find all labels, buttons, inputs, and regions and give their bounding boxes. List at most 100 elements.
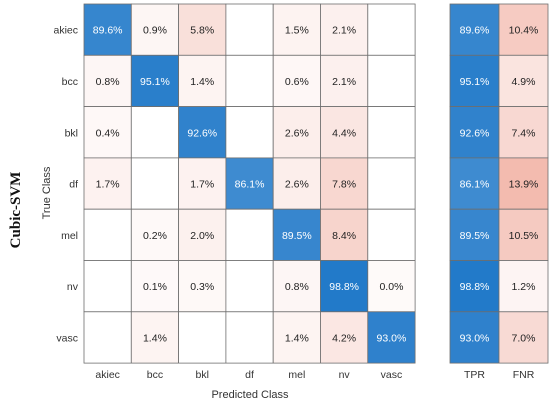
matrix-cell — [367, 311, 416, 364]
matrix-cell — [367, 54, 416, 107]
cell-value-label: 1.4% — [190, 76, 214, 88]
fnr-value-label: 13.9% — [509, 179, 539, 191]
y-tick-label: akiec — [53, 25, 78, 37]
cell-value-label: 2.6% — [285, 127, 309, 139]
fnr-value-label: 7.4% — [512, 127, 536, 139]
matrix-cell — [367, 260, 416, 313]
cell-value-label: 4.4% — [332, 127, 356, 139]
summary-column-label: FNR — [513, 369, 535, 381]
cell-value-label: 0.1% — [143, 281, 167, 293]
cell-value-label: 92.6% — [187, 127, 217, 139]
matrix-cell — [320, 54, 369, 107]
fnr-value-label: 10.4% — [509, 25, 539, 37]
matrix-cell — [178, 260, 227, 313]
matrix-cell — [320, 311, 369, 364]
x-axis-label: Predicted Class — [211, 389, 289, 401]
matrix-cell — [367, 157, 416, 210]
matrix-cell — [130, 3, 180, 56]
cell-value-label: 8.4% — [332, 230, 356, 242]
cell-value-label: 0.3% — [190, 281, 214, 293]
tpr-value-label: 98.8% — [460, 281, 490, 293]
tpr-cell — [449, 311, 500, 364]
tpr-cell — [449, 106, 500, 159]
cell-value-label: 1.7% — [96, 179, 120, 191]
cell-value-label: 4.2% — [332, 332, 356, 344]
summary-matrix: 89.6% 10.4% 95.1% 4.9% 92.6% 7.4% 86.1% 13.9% 89… — [449, 3, 549, 381]
tpr-value-label: 89.6% — [460, 25, 490, 37]
x-tick-label: akiec — [95, 369, 120, 381]
matrix-cell — [130, 157, 180, 210]
y-tick-label: nv — [67, 281, 79, 293]
x-tick-label: mel — [288, 369, 305, 381]
cell-value-label: 0.9% — [143, 25, 167, 37]
cell-value-label: 0.8% — [96, 76, 120, 88]
y-tick-label: bkl — [65, 127, 78, 139]
x-tick-label: vasc — [381, 369, 403, 381]
matrix-cell — [83, 3, 132, 56]
y-tick-label: bcc — [62, 76, 78, 88]
y-tick-label: vasc — [56, 332, 78, 344]
cell-value-label: 93.0% — [377, 332, 407, 344]
fnr-value-label: 4.9% — [512, 76, 536, 88]
tpr-value-label: 86.1% — [460, 179, 490, 191]
fnr-cell — [498, 260, 549, 313]
matrix-cell — [225, 3, 274, 56]
y-tick-label: df — [69, 179, 78, 191]
x-tick-label: bkl — [196, 369, 209, 381]
matrix-cell — [130, 208, 180, 261]
matrix-cell — [225, 208, 274, 261]
matrix-cell — [320, 208, 369, 261]
cell-value-label: 2.0% — [190, 230, 214, 242]
cell-value-label: 5.8% — [190, 25, 214, 37]
tpr-value-label: 89.5% — [460, 230, 490, 242]
cell-value-label: 0.8% — [285, 281, 309, 293]
fnr-value-label: 10.5% — [509, 230, 539, 242]
summary-column-label: TPR — [464, 369, 485, 381]
cell-value-label: 1.4% — [143, 332, 167, 344]
cell-value-label: 89.6% — [93, 25, 123, 37]
matrix-cell — [83, 311, 132, 364]
cell-value-label: 0.2% — [143, 230, 167, 242]
matrix-cell — [272, 208, 321, 261]
x-tick-label: bcc — [147, 369, 163, 381]
matrix-cell — [225, 311, 274, 364]
cell-value-label: 0.4% — [96, 127, 120, 139]
cell-value-label: 95.1% — [140, 76, 170, 88]
cell-value-label: 0.6% — [285, 76, 309, 88]
cell-value-label: 1.5% — [285, 25, 309, 37]
cell-value-label: 98.8% — [329, 281, 359, 293]
matrix-cell — [178, 208, 227, 261]
confusion-matrix: 89.6% 0.9% 5.8% 1.5% 2.1% 0.8% 95.1% 1.4% 0.6% 2.… — [53, 3, 416, 381]
cell-value-label: 2.1% — [332, 76, 356, 88]
matrix-cell — [83, 208, 132, 261]
matrix-cell — [225, 106, 274, 159]
matrix-cell — [320, 260, 369, 313]
cell-value-label: 2.6% — [285, 179, 309, 191]
cell-value-label: 1.7% — [190, 179, 214, 191]
matrix-cell — [320, 106, 369, 159]
x-tick-label: nv — [339, 369, 351, 381]
matrix-cell — [130, 311, 180, 364]
cell-value-label: 2.1% — [332, 25, 356, 37]
matrix-cell — [225, 54, 274, 107]
matrix-cell — [225, 157, 274, 210]
tpr-value-label: 93.0% — [460, 332, 490, 344]
fnr-cell — [498, 311, 549, 364]
matrix-cell — [225, 260, 274, 313]
matrix-cell — [83, 54, 132, 107]
tpr-value-label: 95.1% — [460, 76, 490, 88]
tpr-value-label: 92.6% — [460, 127, 490, 139]
matrix-cell — [178, 3, 227, 56]
tpr-cell — [449, 157, 500, 210]
matrix-cell — [367, 3, 416, 56]
fnr-cell — [498, 208, 549, 261]
fnr-cell — [498, 157, 549, 210]
fnr-value-label: 7.0% — [512, 332, 536, 344]
matrix-cell — [367, 208, 416, 261]
y-axis-label: True Class — [41, 166, 53, 219]
matrix-cell — [178, 311, 227, 364]
matrix-cell — [272, 157, 321, 210]
y-tick-label: mel — [61, 230, 78, 242]
fnr-cell — [498, 54, 549, 107]
